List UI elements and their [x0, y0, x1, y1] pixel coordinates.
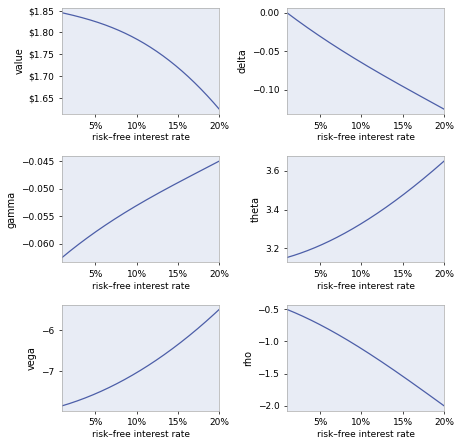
X-axis label: risk–free interest rate: risk–free interest rate	[92, 430, 189, 439]
Y-axis label: delta: delta	[237, 49, 248, 73]
Y-axis label: value: value	[14, 48, 24, 74]
Y-axis label: theta: theta	[251, 196, 261, 222]
X-axis label: risk–free interest rate: risk–free interest rate	[317, 282, 414, 291]
Y-axis label: vega: vega	[27, 346, 37, 370]
X-axis label: risk–free interest rate: risk–free interest rate	[92, 133, 189, 142]
X-axis label: risk–free interest rate: risk–free interest rate	[92, 282, 189, 291]
X-axis label: risk–free interest rate: risk–free interest rate	[317, 133, 414, 142]
Y-axis label: gamma: gamma	[7, 191, 17, 228]
X-axis label: risk–free interest rate: risk–free interest rate	[317, 430, 414, 439]
Y-axis label: rho: rho	[243, 350, 253, 366]
